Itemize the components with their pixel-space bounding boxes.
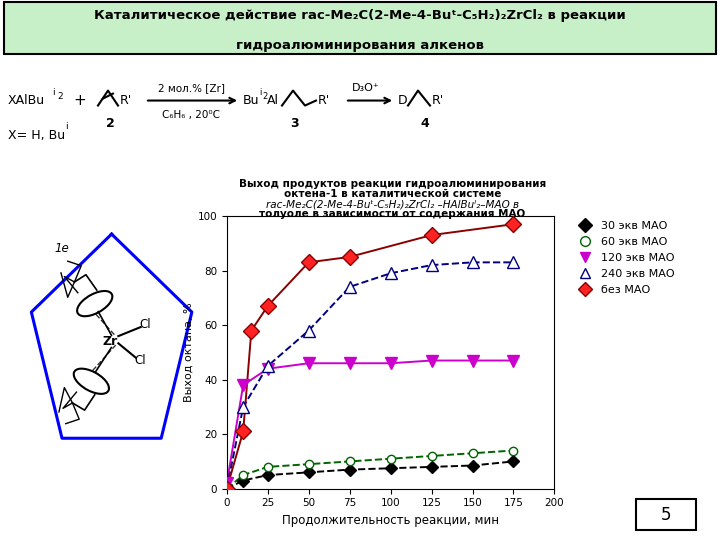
Text: C₆H₆ , 20⁰C: C₆H₆ , 20⁰C	[162, 110, 220, 119]
Text: 5: 5	[661, 505, 671, 524]
Text: Выход продуктов реакции гидроалюминирования: Выход продуктов реакции гидроалюминирова…	[239, 179, 546, 188]
Y-axis label: Выход октана, %: Выход октана, %	[184, 302, 193, 402]
Text: гидроалюминирования алкенов: гидроалюминирования алкенов	[236, 39, 484, 52]
Text: Al: Al	[267, 94, 279, 107]
Text: 2 мол.% [Zr]: 2 мол.% [Zr]	[158, 83, 225, 92]
Text: R': R'	[120, 94, 132, 107]
Text: D: D	[398, 94, 408, 107]
Text: i: i	[52, 87, 55, 97]
Text: октена-1 в каталитической системе: октена-1 в каталитической системе	[284, 189, 501, 199]
Text: Каталитическое действие rac-Me₂C(2-Me-4-Buᵗ-C₅H₂)₂ZrCl₂ в реакции: Каталитическое действие rac-Me₂C(2-Me-4-…	[94, 9, 626, 22]
Text: 2: 2	[262, 92, 267, 100]
Text: 2: 2	[57, 92, 63, 100]
Text: 1e: 1e	[54, 242, 69, 255]
Text: 2: 2	[106, 117, 114, 130]
Text: Cl: Cl	[134, 354, 145, 367]
Text: X= H, Bu: X= H, Bu	[8, 129, 65, 142]
Text: i: i	[259, 87, 261, 97]
Legend: 30 экв МАО, 60 экв МАО, 120 экв МАО, 240 экв МАО, без МАО: 30 экв МАО, 60 экв МАО, 120 экв МАО, 240…	[570, 216, 679, 300]
Text: i: i	[65, 123, 68, 131]
Text: XAlBu: XAlBu	[8, 94, 45, 107]
Text: 4: 4	[420, 117, 428, 130]
X-axis label: Продолжительность реакции, мин: Продолжительность реакции, мин	[282, 514, 499, 527]
Text: rac-Me₂C(2-Me-4-Buᵗ-C₅H₂)₂ZrCl₂ –HAlBuᴵ₂–MAO в: rac-Me₂C(2-Me-4-Buᵗ-C₅H₂)₂ZrCl₂ –HAlBuᴵ₂…	[266, 199, 519, 209]
Text: Cl: Cl	[140, 318, 151, 331]
Text: +: +	[73, 93, 86, 108]
Text: 3: 3	[290, 117, 299, 130]
Text: R': R'	[432, 94, 444, 107]
Bar	[636, 499, 696, 530]
Text: толуоле в зависимости от содержания МАО: толуоле в зависимости от содержания МАО	[259, 210, 526, 219]
Text: D₃O⁺: D₃O⁺	[352, 83, 379, 92]
Text: Bu: Bu	[243, 94, 259, 107]
Text: R': R'	[318, 94, 330, 107]
Text: Zr: Zr	[103, 335, 118, 348]
